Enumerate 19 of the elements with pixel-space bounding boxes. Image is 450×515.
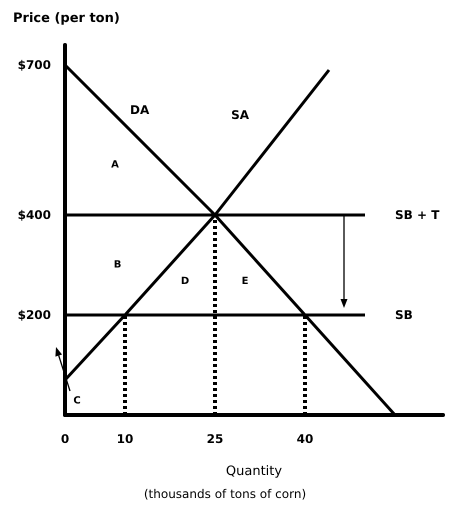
text: SB + T: [395, 208, 440, 222]
y-axis-title: Price (per ton): [13, 11, 120, 26]
x-tick-label: 40: [296, 432, 314, 446]
y-tick-label: $200: [18, 308, 51, 322]
text: SB: [395, 308, 413, 322]
x-tick-label: 0: [60, 432, 70, 446]
annotation: E: [242, 276, 249, 288]
text: SA: [231, 108, 250, 122]
text: (thousands of tons of corn): [144, 487, 306, 501]
x-axis-title: Quantity: [226, 464, 282, 479]
x-tick-label: 10: [116, 432, 134, 446]
y-tick-label: $400: [18, 208, 51, 222]
annotation: A: [111, 160, 120, 170]
annotation: C: [73, 396, 81, 406]
annotation: B: [114, 260, 122, 270]
annotation: D: [180, 276, 190, 288]
y-tick-label: $700: [18, 58, 51, 72]
x-tick-label: 25: [206, 432, 224, 446]
series-label: DA: [130, 103, 150, 117]
